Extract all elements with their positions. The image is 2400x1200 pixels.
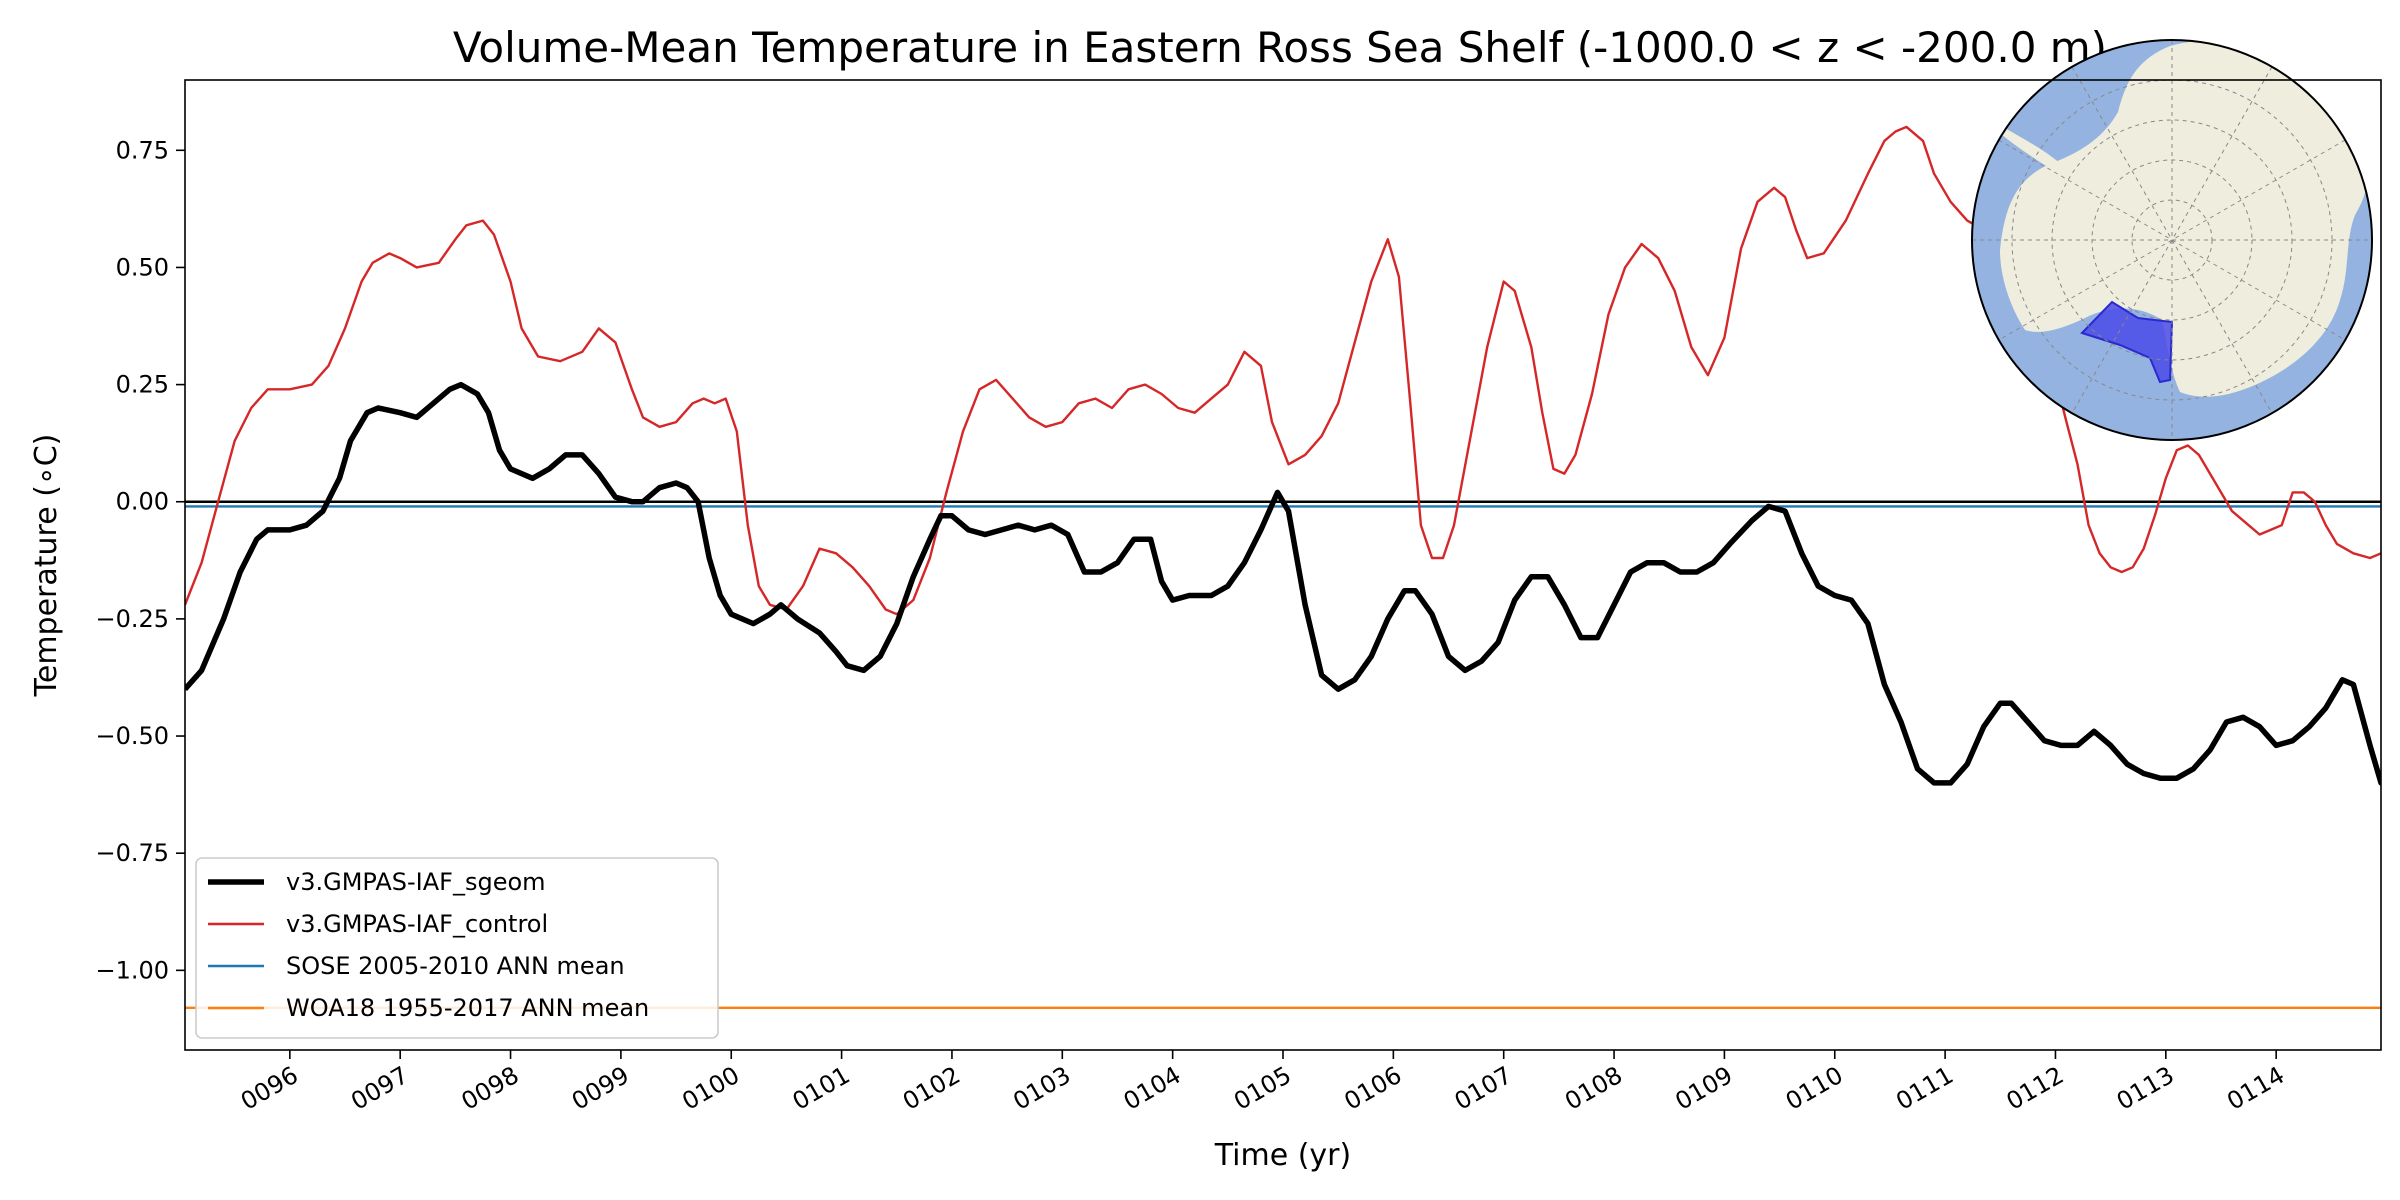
series-line-0	[185, 381, 2381, 786]
x-tick-label: 0106	[1339, 1061, 1406, 1116]
x-tick-label: 0102	[898, 1061, 965, 1116]
x-tick-label: 0101	[788, 1061, 855, 1116]
x-tick-label: 0108	[1560, 1061, 1627, 1116]
plot-frame	[184, 79, 2382, 1051]
y-tick-label: 0.50	[116, 253, 169, 281]
x-tick-label: 0112	[2002, 1061, 2069, 1116]
y-axis-label: Temperature (∘C)	[29, 434, 64, 698]
x-tick-label: 0104	[1119, 1061, 1186, 1116]
y-tick-label: 0.25	[116, 371, 169, 399]
legend-label-2: SOSE 2005-2010 ANN mean	[286, 952, 625, 980]
y-tick-label: −0.50	[95, 722, 169, 750]
inset-region-highlight	[2080, 300, 2174, 384]
x-tick-label: 0098	[457, 1061, 524, 1116]
x-tick-label: 0103	[1008, 1061, 1075, 1116]
legend: v3.GMPAS-IAF_sgeom v3.GMPAS-IAF_control SO…	[195, 857, 719, 1039]
series-lines	[185, 125, 2381, 786]
x-tick-label: 0097	[346, 1061, 413, 1116]
y-tick-label: −1.00	[95, 956, 169, 984]
y-axis: −1.00 −0.75 −0.50 −0.25 0.00 0.25 0.50 0.75	[95, 136, 185, 984]
legend-label-0: v3.GMPAS-IAF_sgeom	[286, 868, 546, 896]
x-tick-label: 0105	[1229, 1061, 1296, 1116]
y-tick-label: −0.75	[95, 839, 169, 867]
x-tick-label: 0100	[677, 1061, 744, 1116]
chart-title: Volume-Mean Temperature in Eastern Ross …	[453, 23, 2107, 72]
y-tick-label: −0.25	[95, 605, 169, 633]
x-tick-label: 0111	[1891, 1061, 1958, 1116]
legend-label-3: WOA18 1955-2017 ANN mean	[286, 994, 649, 1022]
y-tick-label: 0.00	[116, 488, 169, 516]
x-axis: 0096 0097 0098 0099 0100 0101 0102 0103 0104 0105…	[236, 1050, 2289, 1116]
series-line-1	[185, 125, 2381, 616]
legend-label-1: v3.GMPAS-IAF_control	[286, 910, 548, 938]
inset-graticule	[1972, 40, 2372, 440]
x-tick-label: 0109	[1671, 1061, 1738, 1116]
inset-peninsula	[1972, 100, 2062, 172]
inset-border	[1971, 39, 2373, 441]
x-tick-label: 0107	[1450, 1061, 1517, 1116]
x-tick-label: 0099	[567, 1061, 634, 1116]
x-axis-label: Time (yr)	[1214, 1138, 1351, 1173]
x-tick-label: 0113	[2112, 1061, 2179, 1116]
legend-box	[195, 857, 719, 1039]
x-tick-label: 0096	[236, 1061, 303, 1116]
y-tick-label: 0.75	[116, 136, 169, 164]
x-tick-label: 0114	[2222, 1061, 2289, 1116]
inset-antarctica-land	[2000, 40, 2370, 397]
x-tick-label: 0110	[1781, 1061, 1848, 1116]
antarctica-inset-map	[1971, 39, 2373, 441]
